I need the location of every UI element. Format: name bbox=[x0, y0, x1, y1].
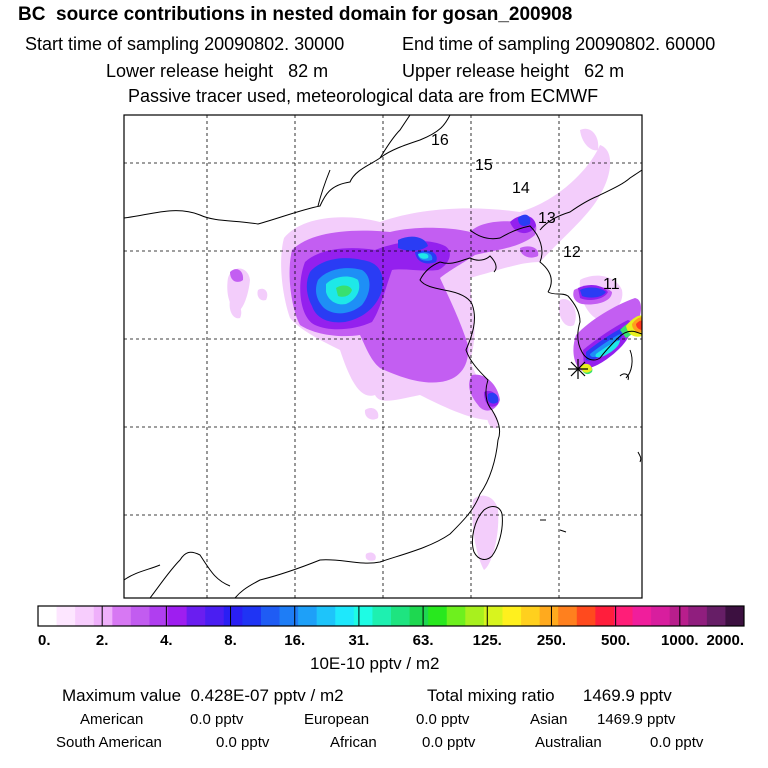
colorbar-swatch bbox=[446, 606, 466, 626]
colorbar-swatch bbox=[632, 606, 652, 626]
colorbar-swatch bbox=[409, 606, 429, 626]
trajectory-label: 12 bbox=[563, 244, 581, 261]
total-mixing-ratio-text: Total mixing ratio 1469.9 pptv bbox=[427, 686, 672, 705]
colorbar-swatch bbox=[576, 606, 596, 626]
colorbar-swatch bbox=[521, 606, 541, 626]
colorbar-tick-label: 500. bbox=[601, 632, 630, 649]
colorbar-swatch bbox=[353, 606, 373, 626]
colorbar-tick-label: 8. bbox=[224, 632, 237, 649]
colorbar-swatch bbox=[205, 606, 225, 626]
american-label: American bbox=[80, 711, 144, 728]
trajectory-label: 16 bbox=[431, 132, 449, 149]
lat-lon-grid bbox=[124, 115, 642, 598]
map-frame bbox=[123, 114, 643, 599]
upper-height-text: Upper release height 62 m bbox=[402, 61, 625, 81]
colorbar-unit: 10E-10 pptv / m2 bbox=[310, 654, 440, 673]
african-label: African bbox=[330, 734, 377, 751]
colorbar-tick-label: 31. bbox=[348, 632, 369, 649]
trajectory-label: 14 bbox=[512, 180, 530, 197]
colorbar-swatch bbox=[669, 606, 689, 626]
colorbar-swatch bbox=[558, 606, 578, 626]
european-label: European bbox=[304, 711, 370, 728]
colorbar-swatch bbox=[391, 606, 411, 626]
colorbar-tick-label: 16. bbox=[284, 632, 305, 649]
concentration-field bbox=[227, 128, 642, 570]
colorbar-swatch bbox=[706, 606, 726, 626]
colorbar-swatch bbox=[651, 606, 671, 626]
colorbar-swatch bbox=[112, 606, 132, 626]
trajectory-label: 15 bbox=[475, 157, 493, 174]
colorbar-swatch bbox=[335, 606, 355, 626]
colorbar-swatch bbox=[93, 606, 113, 626]
map-title: BC source contributions in nested domain… bbox=[18, 4, 573, 25]
colorbar bbox=[37, 605, 745, 627]
colorbar-swatch bbox=[242, 606, 262, 626]
australian-value: 0.0 pptv bbox=[650, 734, 704, 751]
colorbar-tick-label: 0. bbox=[38, 632, 51, 649]
south-american-label: South American bbox=[56, 734, 162, 751]
colorbar-swatch bbox=[75, 606, 95, 626]
trajectory-label: 13 bbox=[538, 210, 556, 227]
colorbar-swatch bbox=[56, 606, 76, 626]
colorbar-swatch bbox=[502, 606, 522, 626]
star-marker bbox=[568, 359, 588, 379]
colorbar-swatch bbox=[725, 606, 745, 626]
colorbar-swatch bbox=[298, 606, 318, 626]
australian-label: Australian bbox=[535, 734, 602, 751]
colorbar-swatch bbox=[316, 606, 336, 626]
colorbar-swatch bbox=[688, 606, 708, 626]
colorbar-tick-label: 1000. bbox=[661, 632, 699, 649]
colorbar-swatch bbox=[130, 606, 150, 626]
lower-height-text: Lower release height 82 m bbox=[106, 61, 329, 81]
colorbar-tick-label: 63. bbox=[413, 632, 434, 649]
colorbar-border bbox=[37, 605, 745, 627]
colorbar-tick-label: 250. bbox=[537, 632, 566, 649]
end-time-text: End time of sampling 20090802. 60000 bbox=[402, 34, 716, 54]
colorbar-swatch bbox=[465, 606, 485, 626]
colorbar-swatch bbox=[38, 606, 58, 626]
colorbar-tick-label: 125. bbox=[473, 632, 502, 649]
colorbar-swatch bbox=[149, 606, 169, 626]
colorbar-swatch bbox=[372, 606, 392, 626]
colorbar-tick-label: 4. bbox=[160, 632, 173, 649]
colorbar-swatch bbox=[613, 606, 634, 626]
trajectory-labels: 16 15 14 13 12 11 bbox=[431, 132, 620, 293]
colorbar-tick-label: 2. bbox=[96, 632, 109, 649]
start-time-text: Start time of sampling 20090802. 30000 bbox=[25, 34, 345, 54]
european-value: 0.0 pptv bbox=[416, 711, 470, 728]
asian-value: 1469.9 pptv bbox=[597, 711, 676, 728]
south-american-value: 0.0 pptv bbox=[216, 734, 270, 751]
colorbar-tick-labels: 0. 2. 4. 8. 16. 31. 63. 125. 250. 500. 1000. 2000. bbox=[38, 632, 744, 649]
colorbar-swatch bbox=[428, 606, 448, 626]
colorbar-swatch bbox=[279, 606, 299, 626]
asian-label: Asian bbox=[530, 711, 568, 728]
colorbar-tick-label: 2000. bbox=[706, 632, 744, 649]
colorbar-swatch bbox=[260, 606, 281, 626]
tracer-note-text: Passive tracer used, meteorological data… bbox=[128, 86, 599, 106]
colorbar-swatch bbox=[186, 606, 206, 626]
colorbar-swatch bbox=[483, 606, 503, 626]
colorbar-swatch bbox=[223, 606, 243, 626]
source-contribution-map: 16 15 14 13 12 11 0. 2. 4. 8. 16. 31. 63. 125. 2… bbox=[37, 114, 745, 649]
american-value: 0.0 pptv bbox=[190, 711, 244, 728]
maximum-value-text: Maximum value 0.428E-07 pptv / m2 bbox=[62, 686, 344, 705]
coastline bbox=[124, 115, 642, 598]
colorbar-swatch bbox=[595, 606, 615, 626]
trajectory-label: 11 bbox=[603, 276, 620, 293]
colorbar-swatch bbox=[539, 606, 559, 626]
colorbar-swatch bbox=[168, 606, 188, 626]
african-value: 0.0 pptv bbox=[422, 734, 476, 751]
